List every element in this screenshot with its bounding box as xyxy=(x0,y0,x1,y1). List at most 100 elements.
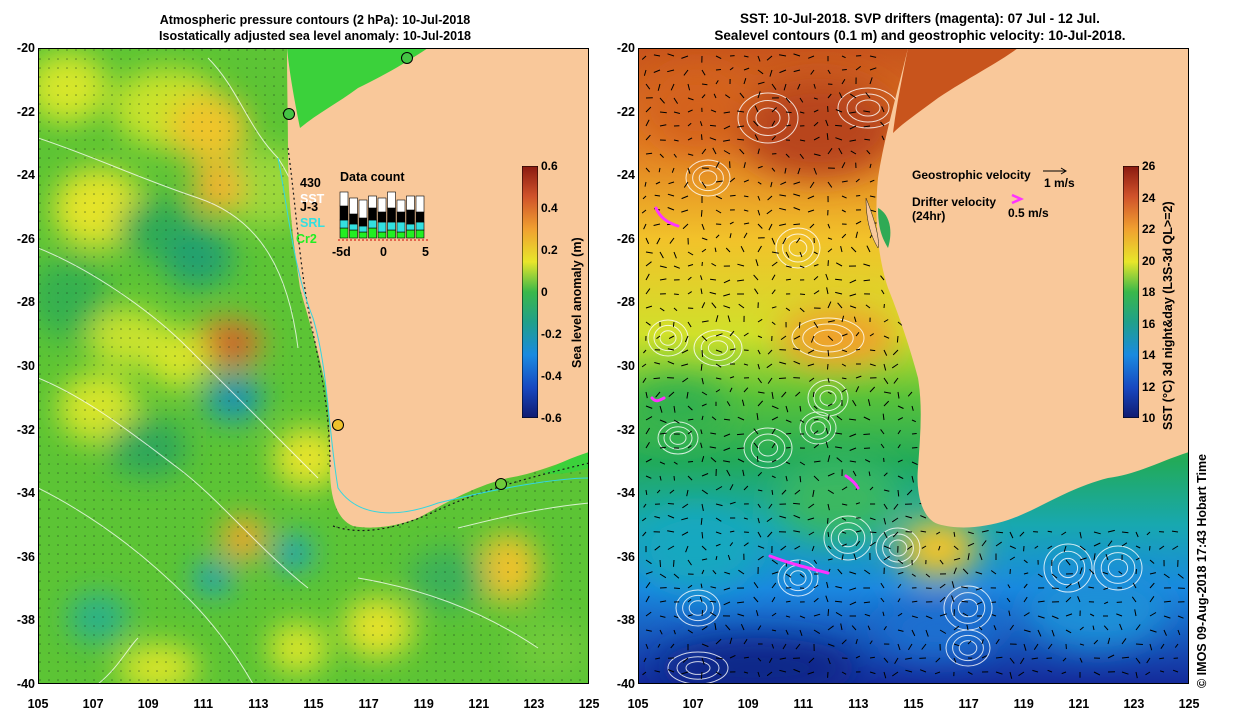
velocity-vector xyxy=(1051,573,1058,579)
velocity-vector xyxy=(701,473,709,477)
velocity-vector xyxy=(771,289,776,295)
velocity-vector xyxy=(812,489,815,497)
velocity-vector xyxy=(897,583,902,589)
velocity-vector xyxy=(771,306,777,309)
velocity-vector xyxy=(779,207,787,211)
velocity-vector xyxy=(709,446,717,449)
left-map-lat-tick: -28 xyxy=(16,295,35,310)
data-count-bar xyxy=(377,231,387,239)
velocity-vector xyxy=(755,259,759,267)
left-title-line-1: Atmospheric pressure contours (2 hPa): 1… xyxy=(159,13,471,27)
velocity-vector xyxy=(785,251,790,258)
velocity-vector xyxy=(1051,587,1059,589)
velocity-vector xyxy=(687,109,693,113)
velocity-vector xyxy=(757,531,762,538)
right-map-lon-tick: 107 xyxy=(682,697,704,711)
velocity-vector xyxy=(880,443,885,449)
velocity-vector xyxy=(849,571,857,575)
velocity-vector xyxy=(768,657,773,664)
velocity-vector xyxy=(835,109,843,113)
velocity-vector xyxy=(771,596,776,603)
sea-level-contour xyxy=(685,661,711,675)
velocity-vector xyxy=(771,274,776,281)
velocity-vector xyxy=(1079,567,1083,575)
velocity-vector xyxy=(867,625,871,631)
data-count-axis-right: 5 xyxy=(422,245,429,259)
velocity-vector xyxy=(1119,623,1123,631)
velocity-vector xyxy=(710,278,717,281)
velocity-vector xyxy=(1037,615,1045,619)
velocity-vector xyxy=(880,121,885,127)
velocity-vector xyxy=(855,502,861,505)
velocity-vector xyxy=(655,181,661,185)
velocity-vector xyxy=(863,263,871,267)
velocity-vector xyxy=(687,475,693,481)
velocity-vector xyxy=(712,569,717,575)
velocity-vector xyxy=(882,611,885,617)
velocity-vector xyxy=(1037,629,1042,637)
velocity-vector xyxy=(657,83,661,91)
velocity-vector xyxy=(729,484,734,491)
velocity-vector xyxy=(991,614,997,617)
velocity-vector xyxy=(700,517,703,525)
velocity-vector xyxy=(883,545,891,550)
left-map-lon-tick: 107 xyxy=(82,697,104,711)
velocity-vector xyxy=(771,167,776,172)
sea-level-contour xyxy=(755,107,781,129)
velocity-vector xyxy=(757,489,763,492)
velocity-vector xyxy=(645,416,653,421)
velocity-vector xyxy=(855,638,858,645)
velocity-vector xyxy=(1089,569,1095,575)
velocity-vector xyxy=(827,472,835,477)
mission-sst-label: SST xyxy=(300,192,325,206)
velocity-vector xyxy=(808,657,815,664)
velocity-vector xyxy=(826,287,829,295)
velocity-vector xyxy=(897,417,904,421)
velocity-vector xyxy=(753,120,759,127)
velocity-vector xyxy=(715,517,722,522)
right-map-lon-tick: 115 xyxy=(903,697,924,711)
velocity-vector xyxy=(911,461,918,466)
velocity-vector xyxy=(743,485,749,491)
velocity-vector xyxy=(793,530,801,533)
velocity-vector xyxy=(813,559,818,564)
velocity-vector xyxy=(925,615,933,620)
velocity-vector xyxy=(687,276,692,281)
velocity-vector xyxy=(1065,629,1072,634)
velocity-vector xyxy=(667,193,675,197)
velocity-vector xyxy=(883,319,889,323)
velocity-vector xyxy=(835,446,843,449)
velocity-vector xyxy=(951,595,955,603)
velocity-vector xyxy=(715,486,723,491)
velocity-vector xyxy=(757,318,763,323)
velocity-vector xyxy=(841,363,847,367)
velocity-vector xyxy=(659,629,663,635)
velocity-vector xyxy=(799,419,805,423)
velocity-vector xyxy=(757,377,763,384)
velocity-vector xyxy=(827,625,834,631)
velocity-vector xyxy=(757,400,764,407)
velocity-vector xyxy=(883,400,890,407)
velocity-vector xyxy=(645,134,651,141)
velocity-vector xyxy=(891,363,899,369)
velocity-vector xyxy=(780,335,787,341)
velocity-vector xyxy=(687,122,692,127)
velocity-vector xyxy=(807,363,815,367)
data-count-bar xyxy=(349,213,358,225)
velocity-vector xyxy=(897,571,904,575)
left-title-line-2: Isostatically adjusted sea level anomaly… xyxy=(159,29,471,43)
sea-level-contour xyxy=(746,100,790,136)
velocity-vector xyxy=(897,321,903,327)
velocity-vector xyxy=(784,167,787,174)
velocity-vector xyxy=(1079,657,1083,663)
velocity-vector xyxy=(1079,643,1085,646)
velocity-vector xyxy=(757,671,760,678)
velocity-vector xyxy=(1037,573,1043,578)
velocity-vector xyxy=(671,167,675,173)
sea-level-contour xyxy=(692,164,724,192)
velocity-vector xyxy=(936,531,941,535)
velocity-vector xyxy=(653,69,661,73)
velocity-vector xyxy=(785,600,791,603)
velocity-vector xyxy=(701,489,708,495)
velocity-vector xyxy=(668,335,675,340)
